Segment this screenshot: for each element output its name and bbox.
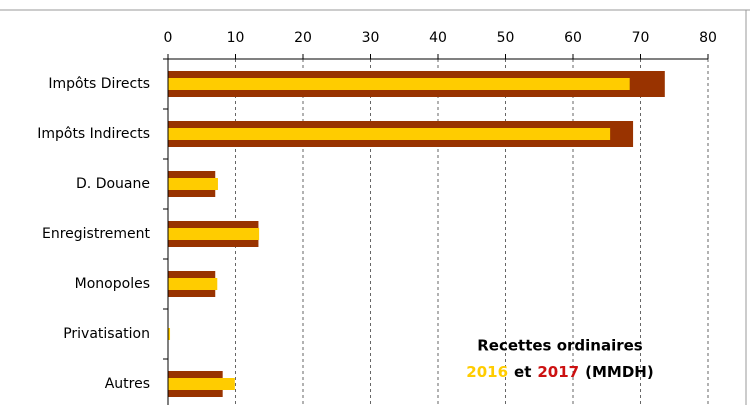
bar bbox=[168, 278, 218, 290]
x-tick-label: 50 bbox=[497, 30, 515, 46]
y-tick-label: Monopoles bbox=[75, 276, 150, 292]
bar bbox=[168, 378, 235, 390]
legend: 2016 et 2017 (MMDH) bbox=[466, 363, 653, 381]
unit: (MMDH) bbox=[585, 363, 654, 381]
bar bbox=[168, 228, 260, 240]
x-tick-label: 60 bbox=[564, 30, 582, 46]
legend-entry: 2017 bbox=[537, 363, 579, 381]
bar bbox=[168, 328, 171, 340]
x-tick-label: 10 bbox=[227, 30, 245, 46]
y-tick-label: Privatisation bbox=[63, 326, 150, 342]
y-tick-label: Impôts Directs bbox=[48, 76, 150, 92]
y-tick-label: D. Douane bbox=[76, 176, 150, 192]
y-tick-label: Enregistrement bbox=[42, 226, 151, 242]
x-tick-label: 30 bbox=[362, 30, 380, 46]
legend-title: Recettes ordinaires bbox=[477, 337, 643, 355]
y-tick-label: Autres bbox=[105, 376, 150, 392]
x-tick-label: 70 bbox=[632, 30, 650, 46]
x-tick-label: 80 bbox=[699, 30, 717, 46]
bar bbox=[168, 128, 611, 140]
bar bbox=[168, 178, 218, 190]
legend-entry: 2016 bbox=[466, 363, 508, 381]
bar bbox=[168, 78, 630, 90]
y-tick-label: Impôts Indirects bbox=[37, 126, 150, 142]
legend-joiner: et bbox=[514, 363, 531, 381]
x-tick-label: 0 bbox=[164, 30, 173, 46]
x-tick-label: 40 bbox=[429, 30, 447, 46]
x-tick-label: 20 bbox=[294, 30, 312, 46]
